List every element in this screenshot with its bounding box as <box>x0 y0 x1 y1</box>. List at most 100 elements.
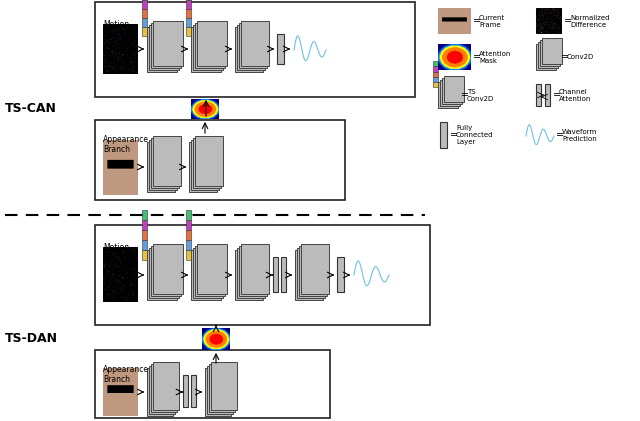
Bar <box>440 80 460 106</box>
Bar <box>239 23 267 68</box>
Bar <box>95 2 415 97</box>
Bar <box>186 27 191 36</box>
Text: =: = <box>473 16 481 26</box>
Bar <box>142 27 147 36</box>
Bar <box>186 0 191 9</box>
Bar <box>191 27 221 72</box>
Bar <box>211 362 237 410</box>
Bar <box>149 366 175 414</box>
Bar <box>337 257 344 292</box>
Bar <box>195 23 225 68</box>
Bar <box>147 142 175 192</box>
Bar <box>95 120 345 200</box>
Text: TS-DAN: TS-DAN <box>5 331 58 344</box>
Bar <box>297 248 325 298</box>
Bar <box>301 244 329 294</box>
Bar <box>205 368 231 416</box>
Bar <box>149 248 179 298</box>
Bar <box>277 34 284 64</box>
Text: =: = <box>561 52 569 62</box>
Bar <box>440 122 447 148</box>
Bar <box>193 138 221 188</box>
Bar <box>241 244 269 294</box>
Bar <box>142 240 147 250</box>
Bar <box>209 364 235 412</box>
Bar <box>147 368 173 416</box>
Bar <box>186 210 191 220</box>
Bar <box>142 18 147 27</box>
Text: Normalized
Difference: Normalized Difference <box>570 14 609 27</box>
Bar <box>193 248 223 298</box>
Bar <box>142 250 147 260</box>
Bar <box>186 220 191 230</box>
Bar <box>207 366 233 414</box>
Bar <box>542 38 562 64</box>
Bar <box>237 25 265 70</box>
Bar <box>153 136 181 186</box>
Bar <box>153 362 179 410</box>
Bar <box>536 84 541 106</box>
Bar <box>239 246 267 296</box>
Text: Appearance
Branch: Appearance Branch <box>103 135 149 155</box>
Bar <box>186 9 191 18</box>
Bar <box>142 230 147 240</box>
Text: Waveform
Prediction: Waveform Prediction <box>562 128 597 141</box>
Text: Channel
Attention: Channel Attention <box>559 88 591 101</box>
Text: =: = <box>556 130 564 140</box>
Bar <box>147 27 177 72</box>
Bar <box>197 21 227 66</box>
Bar <box>149 25 179 70</box>
Bar <box>295 250 323 300</box>
Text: TS
Conv2D: TS Conv2D <box>467 88 494 101</box>
Bar <box>151 23 181 68</box>
Bar <box>299 246 327 296</box>
Bar <box>433 67 438 72</box>
Bar <box>95 225 430 325</box>
Bar <box>186 18 191 27</box>
Text: =: = <box>461 90 469 100</box>
Bar <box>142 220 147 230</box>
Bar <box>95 350 330 418</box>
Text: =: = <box>473 52 481 62</box>
Text: =: = <box>450 130 458 140</box>
Text: TS-CAN: TS-CAN <box>5 101 57 115</box>
Text: =: = <box>564 16 572 26</box>
Bar <box>151 246 181 296</box>
Bar <box>195 136 223 186</box>
Bar <box>536 44 556 70</box>
Bar <box>540 40 560 66</box>
Text: Motion
Branch: Motion Branch <box>103 243 130 262</box>
Bar <box>147 250 177 300</box>
Bar <box>195 246 225 296</box>
Text: Current
Frame: Current Frame <box>479 14 505 27</box>
Text: Attention
Mask: Attention Mask <box>479 51 511 64</box>
Bar <box>281 257 286 292</box>
Text: Appearance
Branch: Appearance Branch <box>103 365 149 384</box>
Bar <box>191 250 221 300</box>
Bar <box>442 78 462 104</box>
Text: =: = <box>553 90 561 100</box>
Bar <box>186 250 191 260</box>
Bar <box>183 375 188 407</box>
Bar <box>433 82 438 87</box>
Bar <box>142 0 147 9</box>
Bar <box>433 77 438 82</box>
Bar <box>235 250 263 300</box>
Bar <box>235 27 263 72</box>
Bar <box>193 25 223 70</box>
Bar <box>142 210 147 220</box>
Bar <box>444 76 464 102</box>
Bar <box>273 257 278 292</box>
Bar <box>153 244 183 294</box>
Bar <box>197 244 227 294</box>
Bar <box>151 138 179 188</box>
Bar <box>433 72 438 77</box>
Bar <box>545 84 550 106</box>
Bar <box>153 21 183 66</box>
Bar <box>438 82 458 108</box>
Bar <box>149 140 177 190</box>
Bar <box>142 9 147 18</box>
Bar <box>189 142 217 192</box>
Bar <box>186 230 191 240</box>
Bar <box>186 240 191 250</box>
